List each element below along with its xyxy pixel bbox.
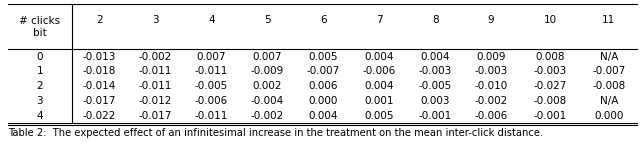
- Text: -0.011: -0.011: [139, 66, 172, 76]
- Text: -0.002: -0.002: [139, 52, 172, 62]
- Text: 0: 0: [36, 52, 43, 62]
- Text: -0.012: -0.012: [139, 96, 172, 106]
- Text: 2: 2: [96, 15, 103, 25]
- Text: 11: 11: [602, 15, 616, 25]
- Text: -0.005: -0.005: [195, 81, 228, 91]
- Text: -0.017: -0.017: [83, 96, 116, 106]
- Text: 4: 4: [36, 111, 43, 121]
- Text: 0.004: 0.004: [308, 111, 338, 121]
- Text: 10: 10: [543, 15, 556, 25]
- Text: 0.008: 0.008: [535, 52, 564, 62]
- Text: -0.003: -0.003: [419, 66, 452, 76]
- Text: -0.003: -0.003: [533, 66, 566, 76]
- Text: 0.000: 0.000: [308, 96, 338, 106]
- Text: -0.006: -0.006: [474, 111, 508, 121]
- Text: 0.003: 0.003: [420, 96, 450, 106]
- Text: 9: 9: [488, 15, 494, 25]
- Text: -0.018: -0.018: [83, 66, 116, 76]
- Text: 3: 3: [152, 15, 159, 25]
- Text: 0.004: 0.004: [420, 52, 450, 62]
- Text: -0.005: -0.005: [419, 81, 452, 91]
- Text: -0.002: -0.002: [251, 111, 284, 121]
- Text: -0.001: -0.001: [419, 111, 452, 121]
- Text: N/A: N/A: [600, 52, 618, 62]
- Text: # clicks
bit: # clicks bit: [19, 16, 60, 38]
- Text: 0.002: 0.002: [253, 81, 282, 91]
- Text: 6: 6: [320, 15, 326, 25]
- Text: 0.004: 0.004: [364, 81, 394, 91]
- Text: -0.011: -0.011: [139, 81, 172, 91]
- Text: 2: 2: [36, 81, 43, 91]
- Text: N/A: N/A: [600, 96, 618, 106]
- Text: -0.022: -0.022: [83, 111, 116, 121]
- Text: 0.007: 0.007: [196, 52, 226, 62]
- Text: -0.014: -0.014: [83, 81, 116, 91]
- Text: -0.007: -0.007: [592, 66, 625, 76]
- Text: -0.017: -0.017: [139, 111, 172, 121]
- Text: 8: 8: [432, 15, 438, 25]
- Text: -0.008: -0.008: [533, 96, 566, 106]
- Text: -0.006: -0.006: [362, 66, 396, 76]
- Text: 0.005: 0.005: [364, 111, 394, 121]
- Text: -0.013: -0.013: [83, 52, 116, 62]
- Text: 5: 5: [264, 15, 271, 25]
- Text: -0.007: -0.007: [307, 66, 340, 76]
- Text: -0.010: -0.010: [474, 81, 508, 91]
- Text: -0.006: -0.006: [195, 96, 228, 106]
- Text: -0.003: -0.003: [474, 66, 508, 76]
- Text: 0.004: 0.004: [364, 52, 394, 62]
- Text: -0.008: -0.008: [592, 81, 625, 91]
- Text: 0.001: 0.001: [364, 96, 394, 106]
- Text: 0.007: 0.007: [253, 52, 282, 62]
- Text: -0.011: -0.011: [195, 66, 228, 76]
- Text: 0.005: 0.005: [308, 52, 338, 62]
- Text: -0.009: -0.009: [251, 66, 284, 76]
- Text: 3: 3: [36, 96, 43, 106]
- Text: Table 2:  The expected effect of an infinitesimal increase in the treatment on t: Table 2: The expected effect of an infin…: [8, 128, 543, 138]
- Text: 0.000: 0.000: [594, 111, 623, 121]
- Text: 7: 7: [376, 15, 383, 25]
- Text: -0.002: -0.002: [474, 96, 508, 106]
- Text: 0.006: 0.006: [308, 81, 338, 91]
- Text: -0.004: -0.004: [251, 96, 284, 106]
- Text: -0.027: -0.027: [533, 81, 566, 91]
- Text: 1: 1: [36, 66, 43, 76]
- Text: 4: 4: [208, 15, 215, 25]
- Text: 0.009: 0.009: [476, 52, 506, 62]
- Text: -0.001: -0.001: [533, 111, 566, 121]
- Text: -0.011: -0.011: [195, 111, 228, 121]
